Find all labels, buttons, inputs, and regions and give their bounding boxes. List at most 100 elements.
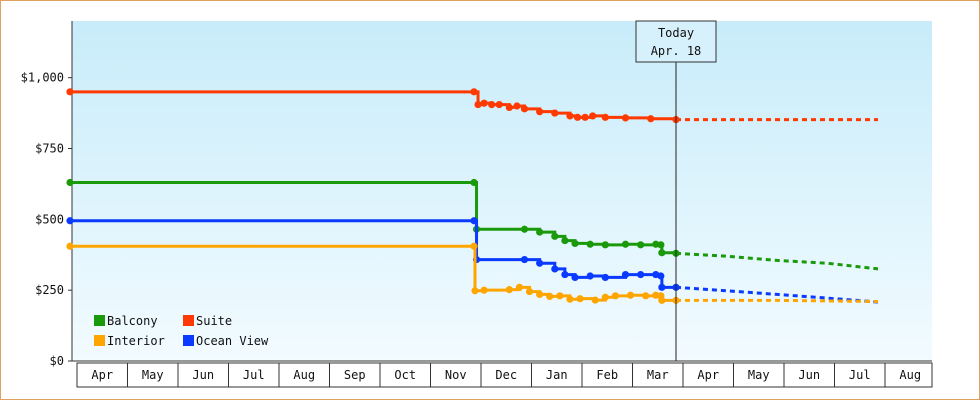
data-point bbox=[566, 112, 574, 120]
series-line bbox=[70, 90, 678, 121]
legend-swatch bbox=[94, 315, 105, 326]
data-point bbox=[581, 113, 589, 121]
series-layer bbox=[66, 88, 879, 304]
data-point bbox=[536, 108, 544, 116]
data-point bbox=[515, 283, 524, 291]
legend-label: Interior bbox=[107, 334, 165, 348]
data-point bbox=[642, 292, 650, 300]
data-point bbox=[505, 103, 513, 112]
data-point bbox=[591, 296, 599, 304]
data-point bbox=[551, 109, 559, 117]
series-ocean-view bbox=[66, 217, 879, 304]
data-point bbox=[470, 178, 478, 187]
x-tick-label: Oct bbox=[394, 368, 416, 382]
data-point bbox=[561, 236, 569, 245]
data-point bbox=[657, 272, 665, 280]
x-tick-label: Mar bbox=[647, 368, 669, 382]
y-tick-label: $500 bbox=[35, 212, 64, 226]
data-point bbox=[480, 99, 488, 107]
data-point bbox=[470, 242, 478, 250]
x-tick-label: May bbox=[142, 368, 164, 382]
data-point bbox=[66, 88, 74, 96]
data-point bbox=[66, 242, 74, 250]
data-point bbox=[556, 292, 564, 300]
today-marker: Today Apr. 18 bbox=[635, 20, 717, 361]
x-tick-label: Jul bbox=[849, 368, 871, 382]
x-tick-label: Jun bbox=[798, 368, 820, 382]
x-tick-label: Aug bbox=[899, 368, 921, 382]
x-tick-label: Feb bbox=[596, 368, 618, 382]
data-point bbox=[621, 114, 630, 122]
y-tick-label: $750 bbox=[35, 142, 64, 156]
data-point bbox=[546, 292, 554, 300]
legend-swatch bbox=[94, 335, 105, 346]
x-tick-label: Nov bbox=[445, 368, 467, 382]
data-point bbox=[536, 290, 544, 299]
x-tick-label: Sep bbox=[344, 368, 366, 382]
data-point bbox=[657, 241, 665, 249]
data-point bbox=[601, 273, 609, 282]
data-point bbox=[474, 100, 482, 109]
x-tick-label: Apr bbox=[91, 368, 113, 382]
legend-swatch bbox=[183, 335, 194, 346]
data-point bbox=[586, 240, 594, 248]
today-label: Today bbox=[658, 26, 694, 40]
legend: Balcony Suite Interior Ocean View bbox=[94, 314, 269, 348]
data-point bbox=[561, 270, 569, 279]
legend-label: Balcony bbox=[107, 314, 158, 328]
data-point bbox=[586, 272, 594, 280]
data-point bbox=[573, 113, 582, 121]
data-point bbox=[520, 225, 529, 233]
data-point bbox=[536, 228, 544, 236]
series-forecast-line bbox=[675, 285, 879, 304]
data-point bbox=[488, 100, 496, 109]
x-tick-label: May bbox=[748, 368, 770, 382]
data-point bbox=[66, 217, 74, 225]
series-interior bbox=[66, 242, 879, 304]
data-point bbox=[637, 270, 645, 279]
today-date-label: Apr. 18 bbox=[651, 44, 702, 58]
data-point bbox=[647, 115, 655, 123]
series-forecast-line bbox=[675, 251, 879, 271]
series-forecast-line bbox=[676, 298, 879, 303]
data-point bbox=[520, 105, 529, 113]
x-tick-label: Jun bbox=[192, 368, 214, 382]
data-point bbox=[658, 283, 666, 291]
data-point bbox=[470, 217, 478, 225]
data-point bbox=[576, 295, 584, 303]
data-point bbox=[571, 239, 579, 248]
series-suite bbox=[66, 88, 878, 124]
y-tick-label: $250 bbox=[35, 283, 64, 297]
data-point bbox=[471, 287, 479, 295]
legend-label: Suite bbox=[196, 314, 232, 328]
data-point bbox=[637, 241, 645, 249]
data-point bbox=[505, 286, 513, 294]
data-point bbox=[626, 291, 635, 299]
x-axis-band bbox=[76, 362, 933, 388]
data-point bbox=[66, 178, 74, 187]
x-tick-label: Jul bbox=[243, 368, 265, 382]
data-point bbox=[513, 102, 521, 110]
legend-label: Ocean View bbox=[196, 334, 269, 348]
x-tick-label: Jan bbox=[546, 368, 568, 382]
data-point bbox=[601, 293, 609, 301]
data-point bbox=[566, 295, 574, 303]
data-point bbox=[551, 232, 559, 240]
axes: $0 $250 $500 $750 $1,000 Apr May Jun Jul Aug Sep Oc… bbox=[21, 21, 933, 388]
data-point bbox=[601, 241, 609, 249]
x-tick-label: Aug bbox=[293, 368, 315, 382]
legend-swatch bbox=[183, 315, 194, 326]
data-point bbox=[525, 287, 534, 296]
data-point bbox=[658, 296, 666, 304]
data-point bbox=[495, 100, 503, 109]
data-point bbox=[480, 286, 488, 294]
data-point bbox=[621, 270, 630, 279]
data-point bbox=[611, 292, 620, 300]
plot-background bbox=[72, 21, 932, 361]
x-tick-label: Dec bbox=[495, 368, 517, 382]
data-point bbox=[536, 259, 544, 267]
data-point bbox=[520, 255, 529, 264]
data-point bbox=[551, 265, 559, 273]
